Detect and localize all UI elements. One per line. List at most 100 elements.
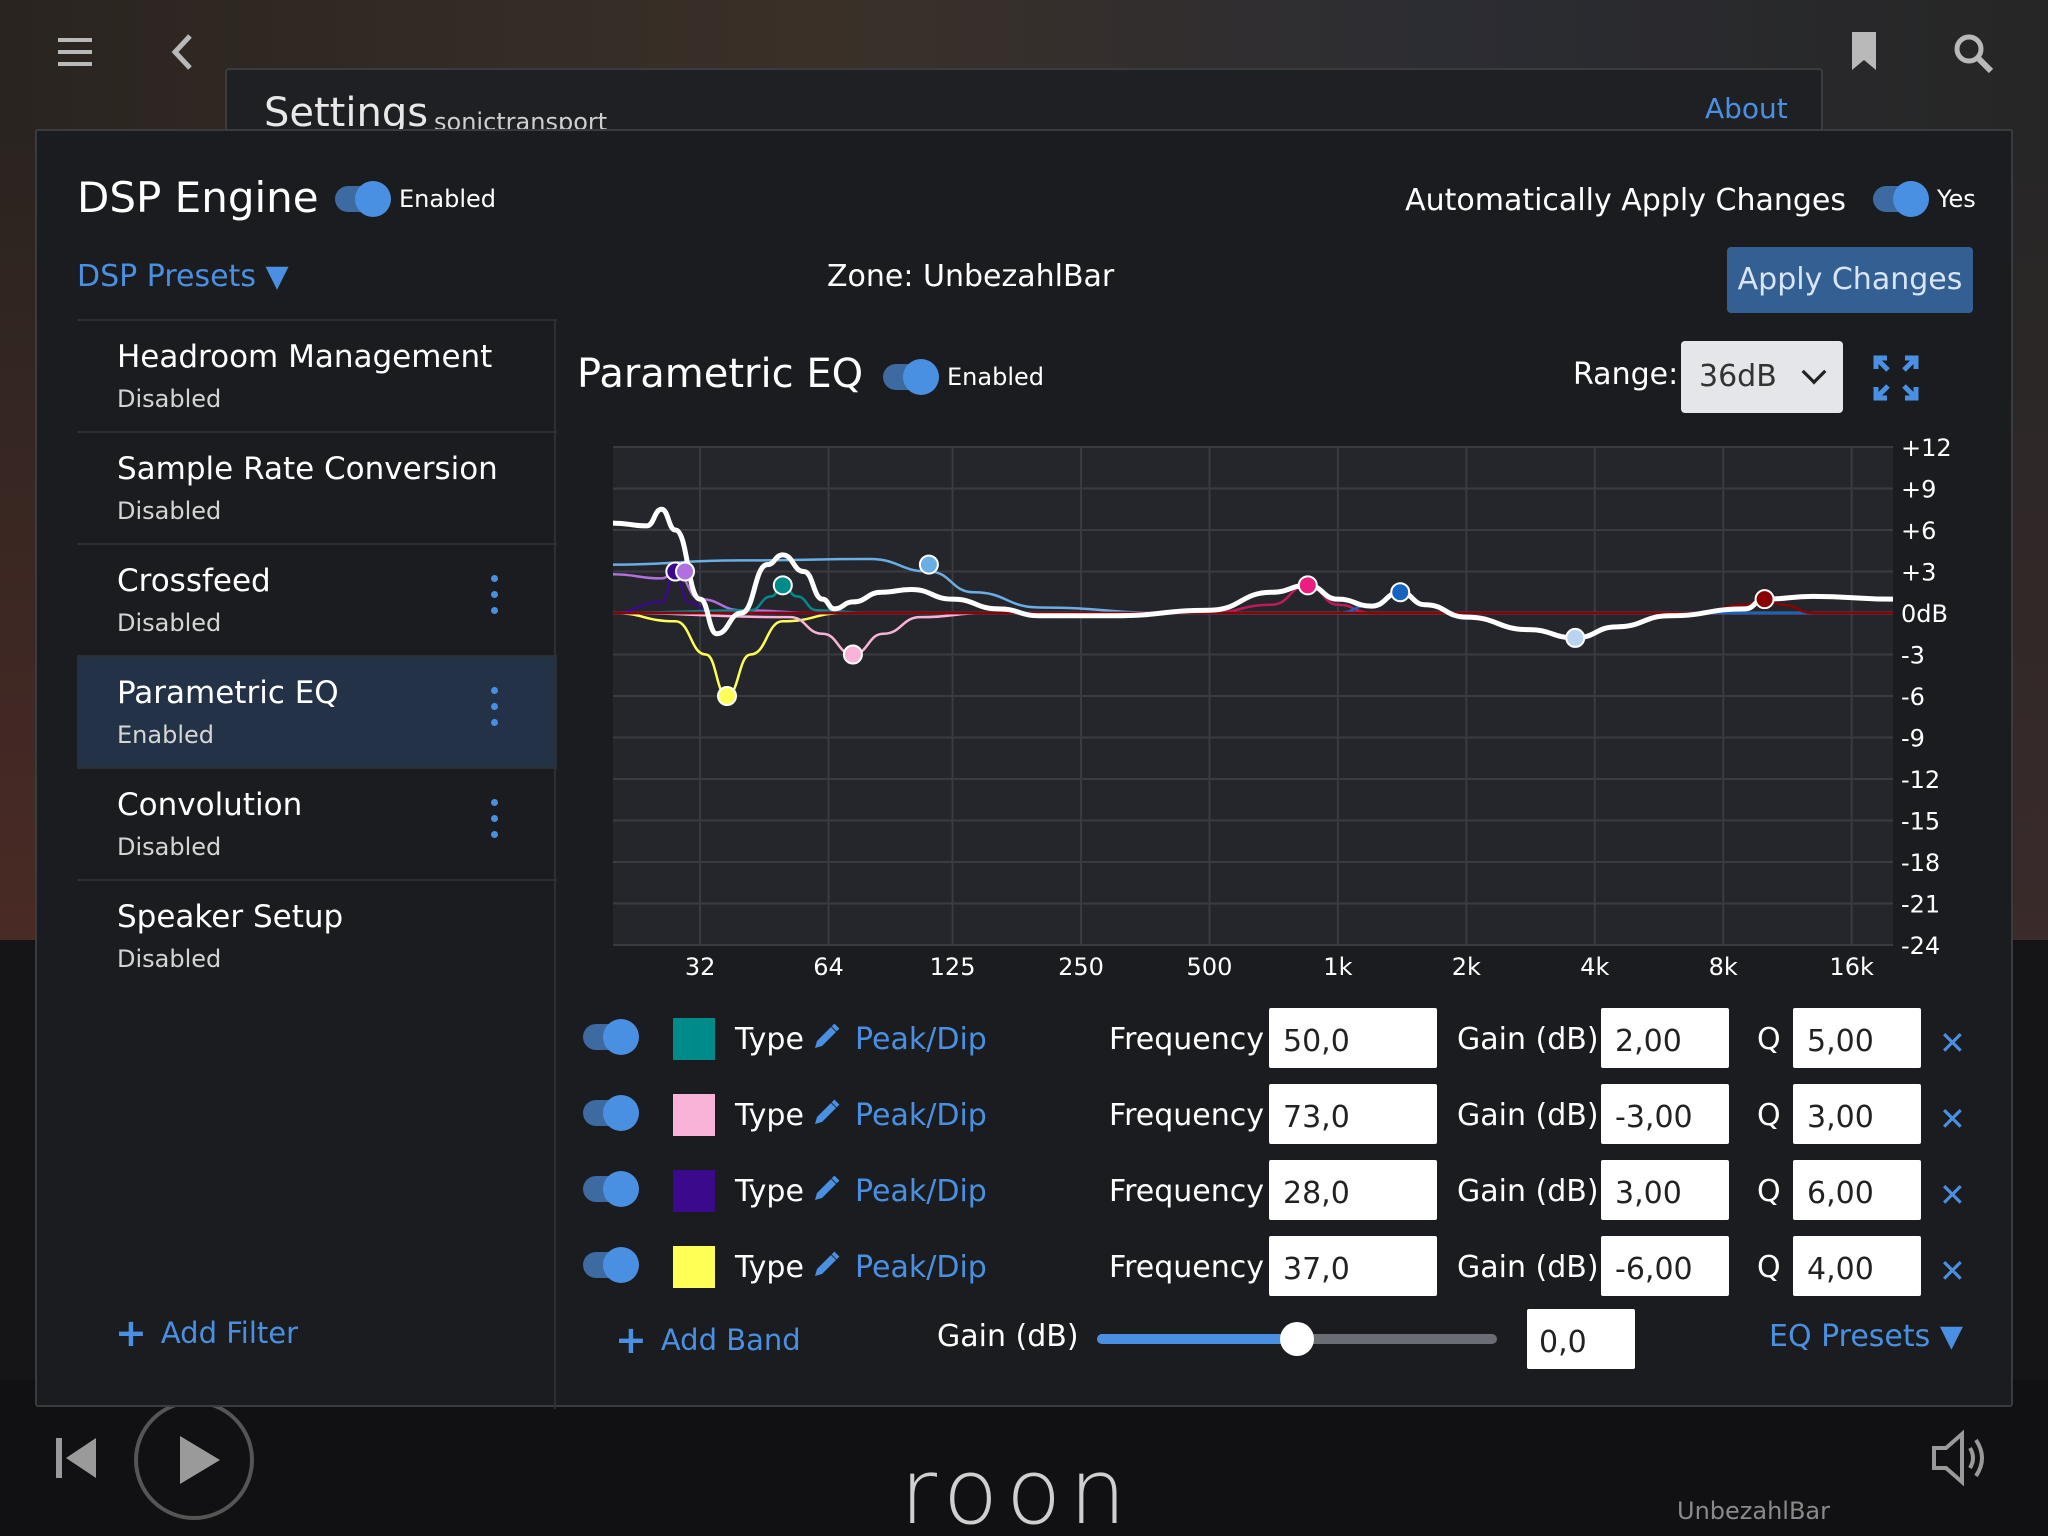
more-options-icon[interactable] (489, 575, 499, 621)
band-color-swatch[interactable] (673, 1170, 715, 1212)
sidebar-item[interactable]: Crossfeed Disabled (77, 543, 557, 655)
search-icon[interactable] (1952, 32, 1994, 74)
band-gain-input[interactable]: 3,00 (1601, 1160, 1729, 1220)
about-link[interactable]: About (1705, 92, 1788, 125)
eq-band-row: Type Peak/Dip Frequency 28,0 Gain (dB) 3,00 Q 6… (577, 1160, 1977, 1224)
band-frequency-input[interactable]: 37,0 (1269, 1236, 1437, 1296)
sidebar-item[interactable]: Speaker Setup Disabled (77, 879, 557, 991)
dsp-engine-toggle[interactable] (335, 181, 391, 217)
player-zone-name[interactable]: UnbezahlBar (1677, 1497, 1830, 1525)
master-gain-label: Gain (dB) (937, 1319, 1079, 1354)
expand-icon[interactable] (1873, 355, 1919, 401)
band-q-input[interactable]: 4,00 (1793, 1236, 1921, 1296)
eq-band-handle[interactable] (675, 561, 696, 582)
band-frequency-input[interactable]: 50,0 (1269, 1008, 1437, 1068)
back-arrow-icon[interactable] (170, 32, 194, 72)
band-enable-toggle[interactable] (583, 1095, 639, 1131)
band-q-label: Q (1757, 1098, 1781, 1133)
chart-y-tick-label: +9 (1901, 476, 1936, 504)
play-button-icon[interactable] (132, 1398, 256, 1522)
band-enable-toggle[interactable] (583, 1171, 639, 1207)
pencil-icon[interactable] (811, 1098, 841, 1128)
band-q-input[interactable]: 3,00 (1793, 1084, 1921, 1144)
remove-band-icon[interactable]: ✕ (1939, 1100, 1966, 1138)
band-gain-input[interactable]: -3,00 (1601, 1084, 1729, 1144)
chevron-down-icon (1801, 359, 1827, 385)
remove-band-icon[interactable]: ✕ (1939, 1176, 1966, 1214)
chart-y-tick-label: -21 (1901, 891, 1940, 919)
band-q-input[interactable]: 5,00 (1793, 1008, 1921, 1068)
band-color-swatch[interactable] (673, 1246, 715, 1288)
dsp-engine-dialog: DSP Engine Enabled Automatically Apply C… (35, 129, 2013, 1409)
sidebar-item[interactable]: Sample Rate Conversion Disabled (77, 431, 557, 543)
chart-y-tick-label: -24 (1901, 932, 1940, 960)
eq-band-handle[interactable] (772, 575, 793, 596)
band-enable-toggle[interactable] (583, 1247, 639, 1283)
sidebar-item[interactable]: Parametric EQ Enabled (77, 655, 557, 767)
chart-x-tick-label: 16k (1829, 953, 1874, 977)
band-q-input[interactable]: 6,00 (1793, 1160, 1921, 1220)
sidebar-item-name: Sample Rate Conversion (117, 451, 498, 487)
master-gain-slider[interactable] (1097, 1322, 1497, 1356)
chart-y-tick-label: +6 (1901, 517, 1936, 545)
more-options-icon[interactable] (489, 799, 499, 845)
band-gain-label: Gain (dB) (1457, 1022, 1599, 1057)
dsp-filter-list: Headroom Management Disabled Sample Rate C… (77, 319, 557, 991)
band-type-value[interactable]: Peak/Dip (855, 1098, 987, 1133)
band-q-label: Q (1757, 1174, 1781, 1209)
parametric-eq-toggle[interactable] (883, 359, 939, 395)
band-color-swatch[interactable] (673, 1094, 715, 1136)
sidebar-item-status: Disabled (117, 497, 222, 525)
sidebar-divider (554, 319, 556, 1409)
band-frequency-input[interactable]: 73,0 (1269, 1084, 1437, 1144)
eq-band-handle[interactable] (1754, 589, 1775, 610)
pencil-icon[interactable] (811, 1174, 841, 1204)
bookmark-icon[interactable] (1852, 32, 1876, 70)
band-q-label: Q (1757, 1250, 1781, 1285)
eq-band-handle[interactable] (918, 554, 939, 575)
band-type-value[interactable]: Peak/Dip (855, 1022, 987, 1057)
remove-band-icon[interactable]: ✕ (1939, 1252, 1966, 1290)
toggle-knob (603, 1247, 639, 1283)
toggle-knob (355, 181, 391, 217)
add-filter-label: Add Filter (160, 1316, 299, 1350)
eq-presets-dropdown[interactable]: EQ Presets ▼ (1769, 1319, 1963, 1354)
eq-response-chart[interactable]: +12 +9 +6 +3 0dB -3 -6 -9 -12 -15 -18 -21 -24 32 64 125… (577, 437, 2017, 977)
band-gain-input[interactable]: -6,00 (1601, 1236, 1729, 1296)
eq-band-handle[interactable] (1565, 627, 1586, 648)
band-type-value[interactable]: Peak/Dip (855, 1250, 987, 1285)
eq-band-handle[interactable] (716, 686, 737, 706)
hamburger-menu-icon[interactable] (58, 38, 92, 66)
band-frequency-input[interactable]: 28,0 (1269, 1160, 1437, 1220)
band-type-label: Type (735, 1250, 804, 1285)
auto-apply-label: Automatically Apply Changes (1405, 183, 1846, 218)
previous-track-icon[interactable] (56, 1436, 98, 1480)
eq-band-handle[interactable] (842, 644, 863, 665)
add-band-button[interactable]: + Add Band (615, 1318, 801, 1362)
band-enable-toggle[interactable] (583, 1019, 639, 1055)
remove-band-icon[interactable]: ✕ (1939, 1024, 1966, 1062)
band-frequency-label: Frequency (1109, 1098, 1264, 1133)
auto-apply-toggle[interactable] (1873, 181, 1929, 217)
eq-band-handle[interactable] (1297, 575, 1318, 596)
pencil-icon[interactable] (811, 1250, 841, 1280)
sidebar-item[interactable]: Convolution Disabled (77, 767, 557, 879)
eq-band-response-line (613, 597, 1893, 615)
dsp-presets-dropdown[interactable]: DSP Presets ▼ (77, 259, 289, 294)
volume-icon[interactable] (1930, 1428, 1990, 1488)
range-select[interactable]: 36dB (1681, 341, 1843, 413)
band-type-value[interactable]: Peak/Dip (855, 1174, 987, 1209)
band-gain-input[interactable]: 2,00 (1601, 1008, 1729, 1068)
slider-handle[interactable] (1280, 1322, 1314, 1356)
range-label: Range: (1573, 357, 1679, 392)
sidebar-item-name: Convolution (117, 787, 303, 823)
band-color-swatch[interactable] (673, 1018, 715, 1060)
master-gain-input[interactable]: 0,0 (1527, 1309, 1635, 1369)
add-filter-button[interactable]: + Add Filter (115, 1311, 298, 1355)
chart-y-tick-label: -9 (1901, 725, 1925, 753)
pencil-icon[interactable] (811, 1022, 841, 1052)
more-options-icon[interactable] (489, 687, 499, 733)
apply-changes-button[interactable]: Apply Changes (1727, 247, 1973, 313)
sidebar-item[interactable]: Headroom Management Disabled (77, 319, 557, 431)
eq-band-handle[interactable] (1390, 582, 1411, 603)
